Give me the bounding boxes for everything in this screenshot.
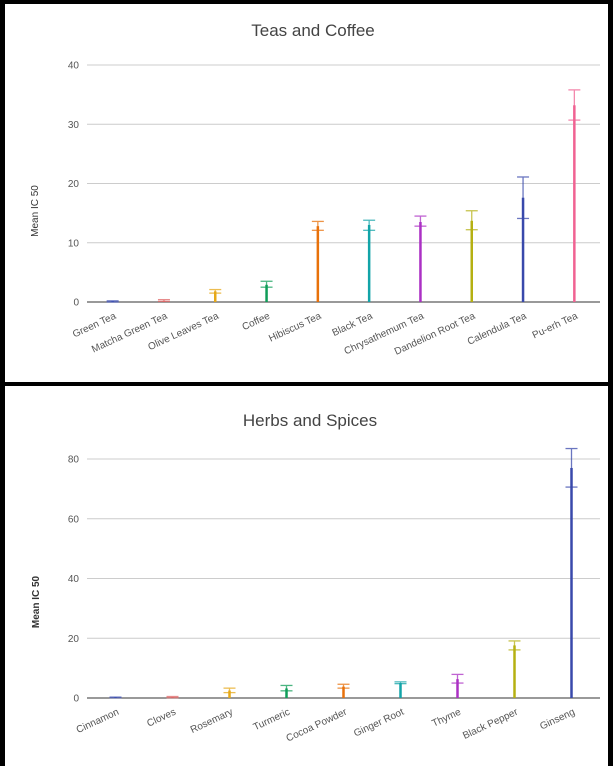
y-tick-label: 0 — [73, 694, 79, 705]
x-tick-label: Cocoa Powder — [285, 706, 350, 744]
x-tick-label: Hibiscus Tea — [267, 311, 323, 345]
error-bar — [565, 447, 578, 488]
bar — [419, 222, 422, 302]
bar — [573, 105, 576, 302]
x-tick-label: Ginseng — [538, 707, 576, 733]
bar — [228, 690, 231, 698]
bar — [456, 679, 459, 698]
error-bar — [157, 298, 170, 303]
x-tick-label: Rosemary — [189, 707, 235, 736]
error-bar — [166, 695, 179, 699]
y-tick-label: 40 — [68, 574, 80, 585]
chart-herbs-spices: Herbs and Spices Mean IC 50 0 20 40 60 80 Cin… — [31, 411, 600, 744]
y-tick-label: 20 — [68, 634, 80, 645]
error-bar — [394, 681, 407, 685]
x-tick-label: Cinnamon — [75, 707, 121, 736]
error-bar — [363, 219, 376, 231]
bar — [316, 226, 320, 302]
bar — [521, 197, 525, 302]
bar — [285, 688, 288, 698]
chart-title: Teas and Coffee — [251, 21, 375, 40]
bar — [399, 683, 402, 698]
bar — [342, 686, 345, 698]
chart-panel-teas-coffee: Teas and Coffee Mean IC 50 0 10 20 30 40 Gree… — [5, 4, 608, 382]
chart-teas-coffee: Teas and Coffee Mean IC 50 010203040Gree… — [30, 21, 600, 358]
bar — [214, 291, 217, 302]
x-tick-label: Pu-erh Tea — [531, 311, 580, 342]
chart-title: Herbs and Spices — [243, 411, 377, 430]
x-tick-label: Turmeric — [252, 707, 292, 733]
y-tick-label: 20 — [68, 179, 80, 190]
error-bar — [508, 640, 521, 651]
error-bar — [223, 687, 236, 694]
x-tick-label: Thyme — [430, 707, 463, 730]
bar — [570, 467, 573, 698]
x-tick-label: Ginger Root — [352, 707, 406, 740]
bar — [265, 284, 268, 302]
chart-panel-herbs-spices: Herbs and Spices Mean IC 50 0 20 40 60 80 Cin… — [5, 386, 608, 766]
error-bar — [414, 215, 427, 227]
error-bar — [260, 280, 273, 288]
y-tick-label: 40 — [68, 61, 80, 72]
y-tick-label: 80 — [68, 455, 80, 466]
error-bar — [209, 288, 222, 294]
error-bar — [280, 684, 293, 692]
error-bar — [568, 89, 581, 121]
error-bar — [337, 683, 350, 689]
x-tick-label: Calendula Tea — [466, 311, 529, 348]
y-tick-label: 60 — [68, 514, 80, 525]
error-bar — [465, 210, 478, 231]
error-bar — [311, 220, 324, 231]
y-tick-label: 0 — [73, 298, 79, 309]
x-tick-label: Black Pepper — [461, 706, 520, 741]
y-axis-label: Mean IC 50 — [31, 575, 42, 628]
bar — [367, 224, 371, 302]
y-tick-label: 10 — [68, 238, 80, 249]
error-bar — [109, 696, 122, 699]
x-tick-label: Coffee — [241, 311, 273, 334]
y-axis-label: Mean IC 50 — [30, 185, 41, 237]
bar — [513, 645, 516, 698]
error-bar — [451, 673, 464, 684]
error-bar — [517, 176, 530, 220]
bar — [470, 220, 473, 302]
y-tick-label: 30 — [68, 120, 80, 131]
x-tick-label: Cloves — [145, 707, 177, 730]
error-bar — [106, 300, 119, 303]
